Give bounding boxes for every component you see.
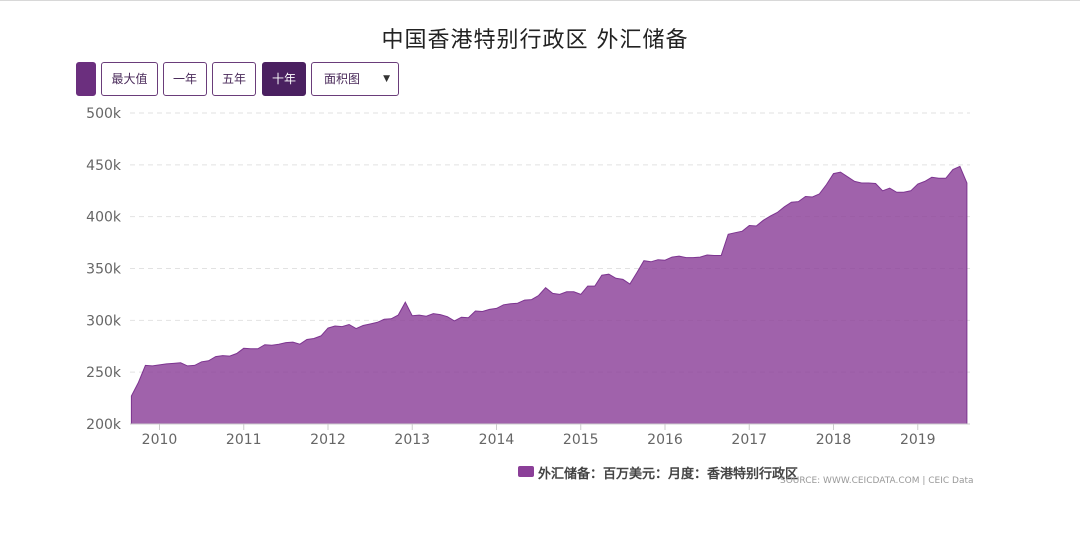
x-tick-label: 2019 (900, 432, 936, 448)
x-tick-label: 2018 (816, 432, 852, 448)
y-tick-label: 500k (86, 106, 122, 122)
range-one-year-button[interactable]: 一年 (163, 62, 207, 96)
collapse-toggle-button[interactable] (76, 62, 96, 96)
y-tick-label: 450k (86, 158, 122, 174)
series-area (130, 165, 968, 425)
dropdown-caret-icon: ▼ (383, 74, 390, 84)
y-tick-label: 300k (86, 313, 122, 329)
legend-label: 外汇储备：百万美元：月度：香港特别行政区 (538, 467, 799, 482)
x-tick-label: 2014 (479, 432, 515, 448)
x-tick-label: 2012 (310, 432, 346, 448)
x-tick-label: 2013 (394, 432, 430, 448)
x-tick-label: 2011 (226, 432, 262, 448)
range-ten-year-button[interactable]: 十年 (262, 62, 306, 96)
y-axis: 200k 250k 300k 350k 400k 450k 500k (86, 106, 122, 433)
x-tick-label: 2010 (142, 432, 178, 448)
y-tick-label: 350k (86, 262, 122, 278)
chart-title: 中国香港特别行政区 外汇储备 (381, 28, 689, 53)
series-layer (130, 165, 968, 425)
x-tick-label: 2015 (563, 432, 599, 448)
range-five-year-button[interactable]: 五年 (212, 62, 256, 96)
chart-type-select[interactable]: 面积图 ▼ (311, 62, 399, 96)
y-tick-label: 200k (86, 417, 122, 433)
y-tick-label: 400k (86, 210, 122, 226)
x-axis: 2010 2011 2012 2013 2014 2015 2016 2017 2018 2019 (130, 423, 970, 448)
top-divider (0, 0, 1080, 1)
source-credit: SOURCE: WWW.CEICDATA.COM | CEIC Data (780, 476, 974, 486)
legend-swatch (518, 466, 534, 477)
chart-type-value: 面积图 (324, 72, 361, 86)
range-max-button[interactable]: 最大值 (101, 62, 158, 96)
x-tick-label: 2017 (731, 432, 767, 448)
y-tick-label: 250k (86, 365, 122, 381)
x-tick-label: 2016 (647, 432, 683, 448)
